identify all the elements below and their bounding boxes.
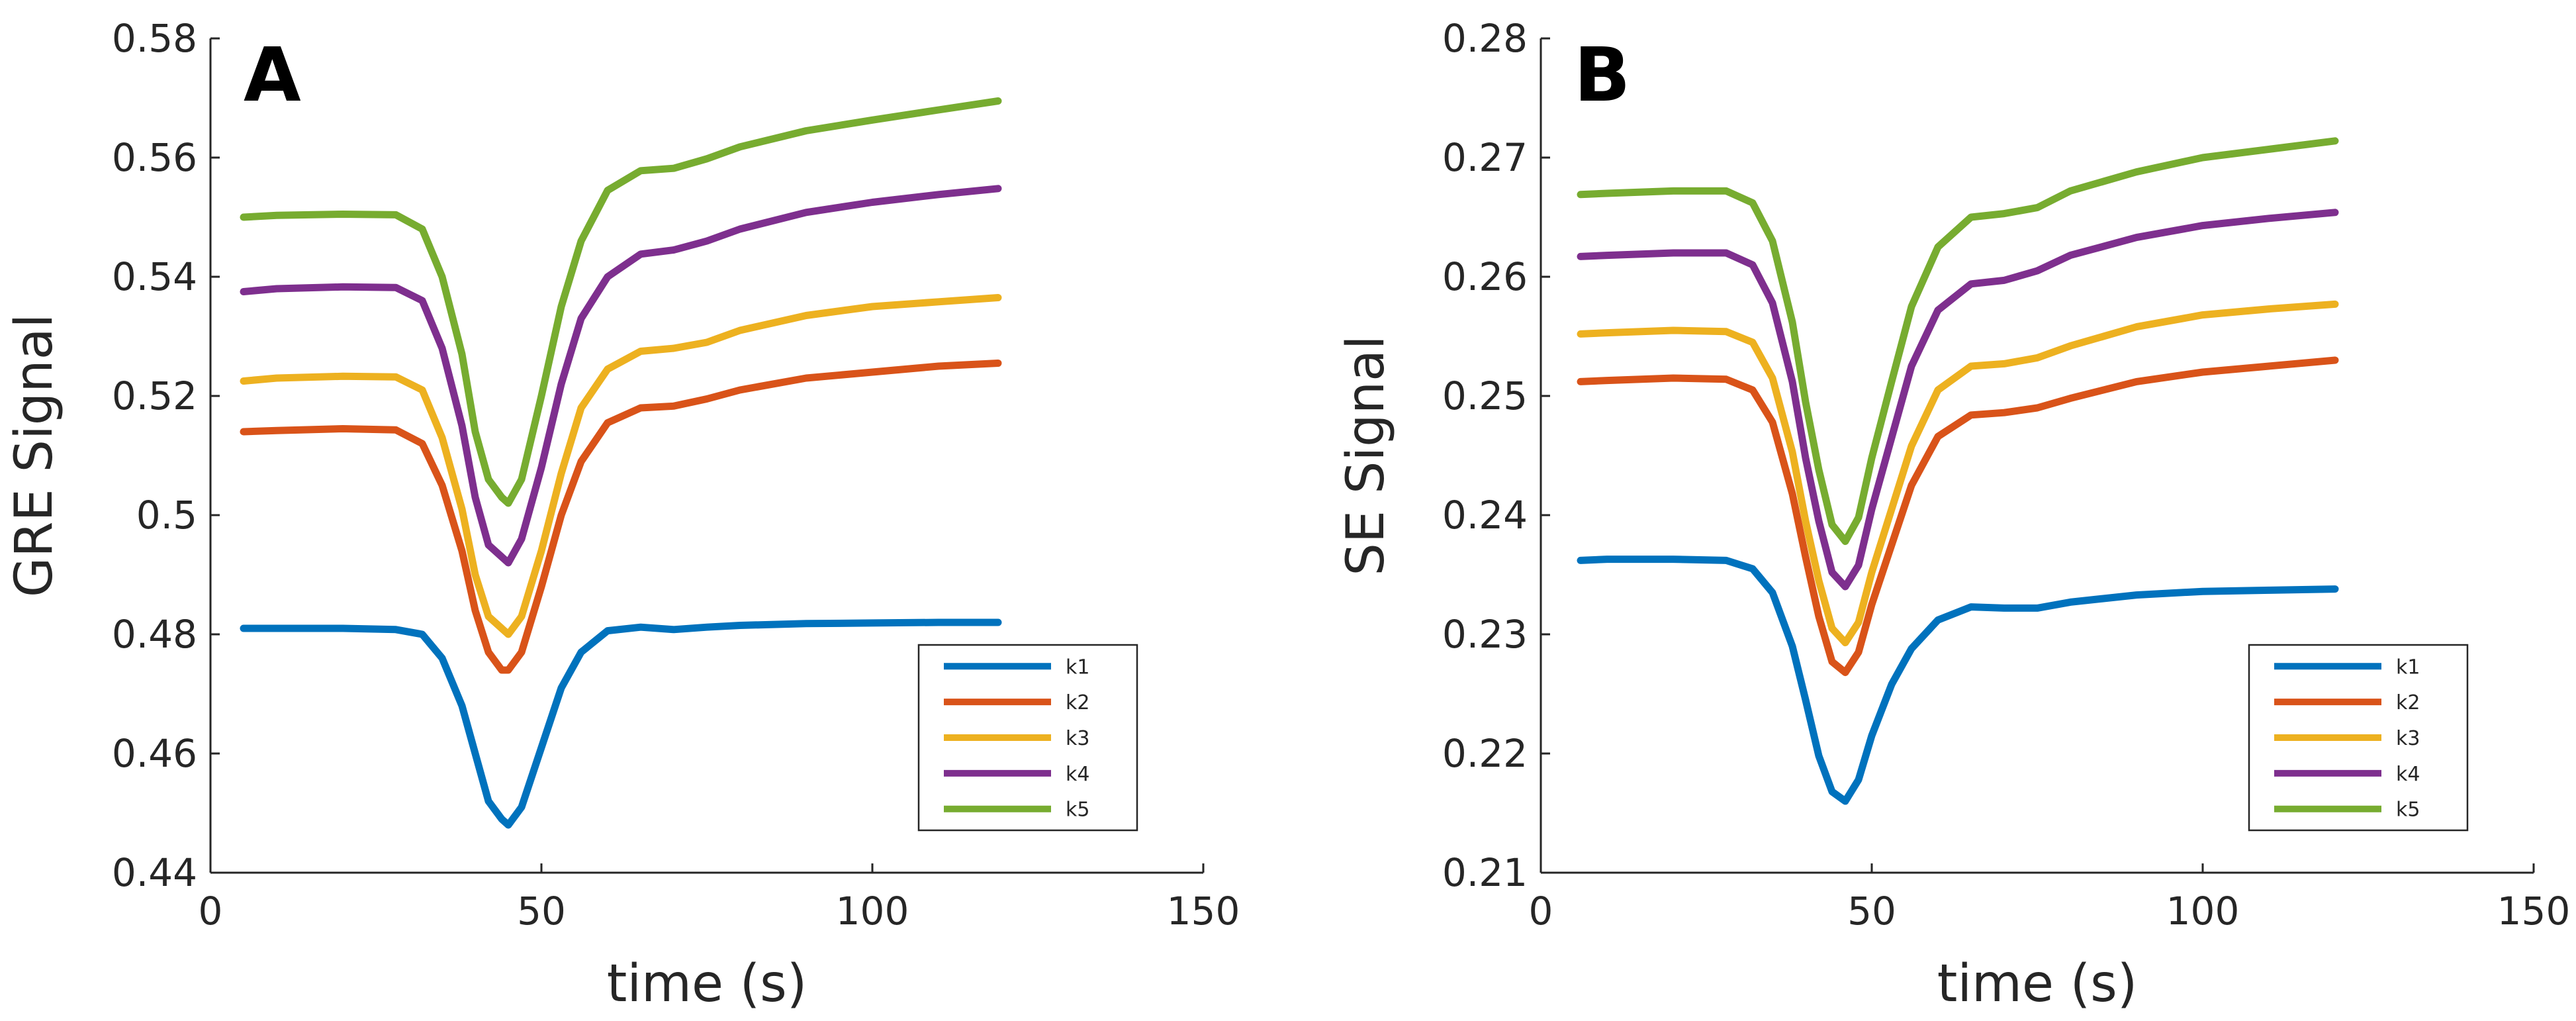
legend-label: k5: [1066, 799, 1089, 822]
legend: k1 k2 k3 k4 k5: [917, 644, 1138, 832]
x-tick-label: 0: [1529, 889, 1553, 934]
y-tick-label: 0.27: [1442, 135, 1528, 180]
y-tick-label: 0.28: [1442, 16, 1528, 61]
chart-panel-b: 0 50 100 150 0.21 0.22 0.23 0.24 0.25 0.26 0.27 0.2…: [1336, 16, 2570, 1014]
x-tick-label: 0: [199, 889, 223, 934]
y-tick-label: 0.52: [112, 373, 197, 418]
x-axis-title: time (s): [1937, 954, 2138, 1014]
y-tick-label: 0.23: [1442, 612, 1528, 657]
series-line-k3: [240, 294, 1002, 638]
series-line-k5: [240, 97, 1002, 507]
y-tick-label: 0.54: [112, 254, 197, 299]
y-axis-title: SE Signal: [1336, 335, 1396, 575]
series-line-k4: [240, 185, 1002, 567]
series-line-k2: [240, 360, 1002, 674]
x-tick-label: 100: [2166, 889, 2240, 934]
y-tick-label: 0.24: [1442, 493, 1528, 538]
y-tick-label: 0.44: [112, 850, 197, 895]
x-tick-label: 150: [1167, 889, 1240, 934]
x-tick-label: 150: [2497, 889, 2571, 934]
legend: k1 k2 k3 k4 k5: [2248, 644, 2469, 832]
y-tick-label: 0.46: [112, 731, 197, 776]
y-tick-label: 0.25: [1442, 373, 1528, 418]
panel-label: A: [244, 32, 301, 119]
y-tick-label: 0.48: [112, 612, 197, 657]
y-axis-title: GRE Signal: [5, 314, 64, 597]
series-line-k5: [1577, 137, 2339, 546]
series-line-k1: [1577, 556, 2339, 805]
series-line-k4: [1577, 209, 2339, 591]
y-tick-label: 0.5: [136, 493, 197, 538]
panel-label: B: [1574, 32, 1630, 119]
x-tick-label: 100: [836, 889, 909, 934]
y-tick-label: 0.58: [112, 16, 197, 61]
series-line-k3: [1577, 300, 2339, 647]
legend-label: k5: [2396, 799, 2420, 822]
y-tick-label: 0.22: [1442, 731, 1528, 776]
chart-panel-a: 0 50 100 150 0.44 0.46 0.48 0.5 0.52 0.54 0.56 0.58…: [5, 16, 1240, 1014]
legend-label: k2: [1066, 691, 1089, 714]
y-tick-label: 0.21: [1442, 850, 1528, 895]
series-line-k1: [240, 618, 1002, 829]
legend-label: k4: [2396, 763, 2420, 786]
x-tick-label: 50: [1847, 889, 1896, 934]
legend-label: k3: [1066, 727, 1089, 750]
legend-label: k2: [2396, 691, 2420, 714]
x-tick-label: 50: [517, 889, 566, 934]
y-tick-label: 0.26: [1442, 254, 1528, 299]
legend-label: k1: [2396, 656, 2420, 679]
legend-label: k3: [2396, 727, 2420, 750]
x-axis-title: time (s): [607, 954, 807, 1014]
legend-label: k4: [1066, 763, 1089, 786]
legend-label: k1: [1066, 656, 1089, 679]
series-line-k2: [1577, 356, 2339, 677]
y-tick-label: 0.56: [112, 135, 197, 180]
